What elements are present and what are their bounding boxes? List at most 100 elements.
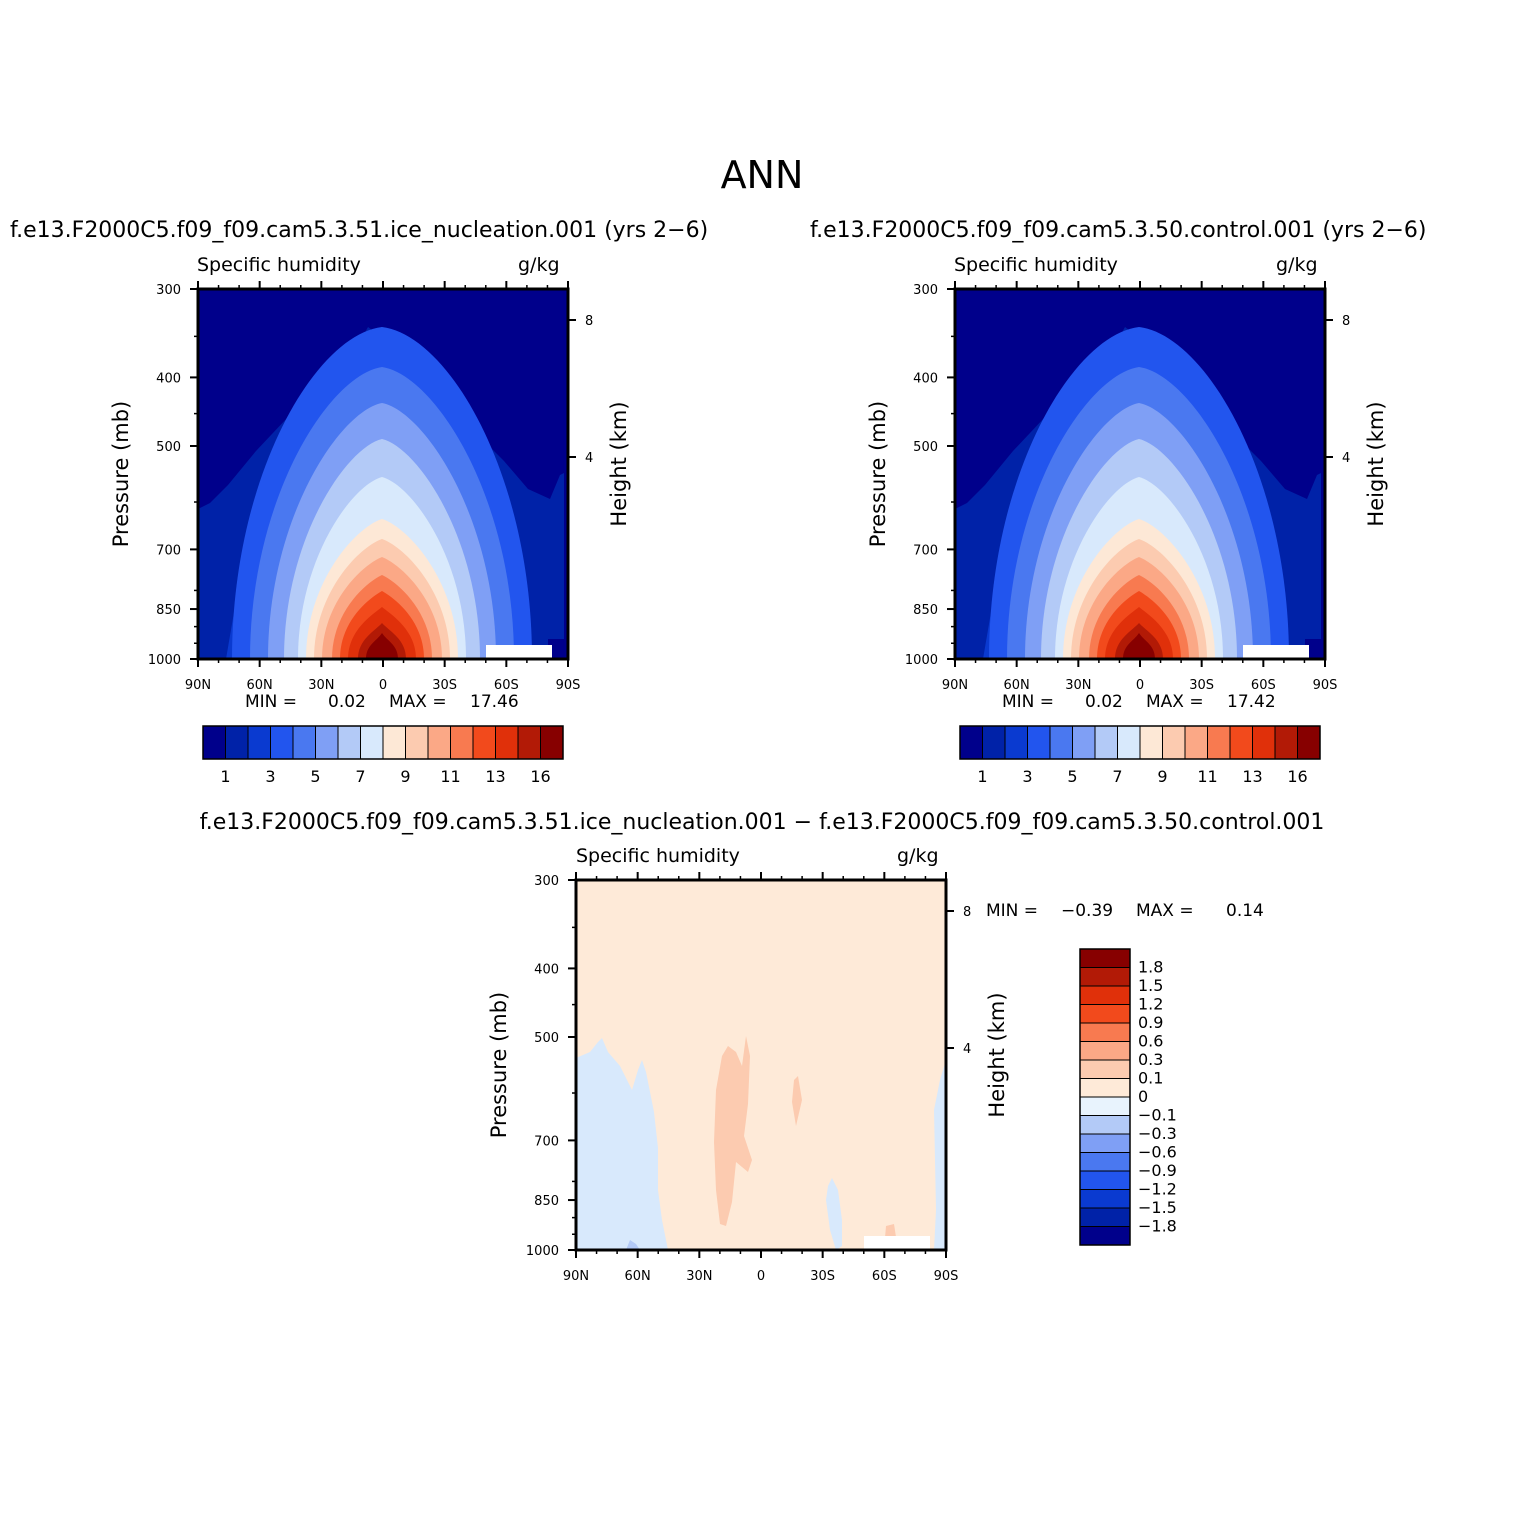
lat-tick-label: 90N xyxy=(942,678,968,693)
left-units-label: g/kg xyxy=(518,254,560,276)
right-units-label: g/kg xyxy=(1276,254,1318,276)
pressure-tick-label: 1000 xyxy=(526,1244,559,1259)
height-tick-label: 8 xyxy=(1342,314,1350,329)
colorbar-cell xyxy=(225,725,249,760)
pressure-axis-title: Pressure (mb) xyxy=(109,401,133,548)
missing-data-patch xyxy=(486,645,552,659)
pressure-tick-label: 400 xyxy=(913,371,938,386)
colorbar-label: 1.8 xyxy=(1138,958,1163,977)
colorbar-cell xyxy=(247,725,271,760)
colorbar-cell xyxy=(1027,725,1051,760)
height-tick-label: 8 xyxy=(585,314,593,329)
colorbar-cell xyxy=(1079,1041,1131,1061)
colorbar-cell xyxy=(450,725,474,760)
colorbar-label: 11 xyxy=(1197,767,1217,786)
colorbar-label: −0.1 xyxy=(1138,1106,1177,1125)
colorbar-cell xyxy=(1162,725,1186,760)
contour-band-15 xyxy=(1123,633,1155,659)
diff-min-label: MIN = xyxy=(986,901,1039,921)
lat-tick-label: 60N xyxy=(625,1269,651,1284)
pressure-tick-label: 400 xyxy=(156,371,181,386)
colorbar-cell xyxy=(517,725,541,760)
colorbar-cell xyxy=(540,725,564,760)
colorbar-cell xyxy=(1072,725,1096,760)
diff-variable-label: Specific humidity xyxy=(576,845,740,867)
diff-humidity-plot: 300 400 500 700 850 1000 8 4 90N 60N 30N 0 30S 60S 90S… xyxy=(487,872,1009,1284)
pressure-axis-title: Pressure (mb) xyxy=(487,992,511,1139)
colorbar-cell xyxy=(315,725,339,760)
lat-tick-label: 0 xyxy=(379,678,387,693)
height-tick-label: 4 xyxy=(1342,451,1350,466)
colorbar-cell xyxy=(1274,725,1298,760)
right-max-label: MAX = xyxy=(1146,692,1204,712)
colorbar-label: 16 xyxy=(1287,767,1307,786)
diff-run-title: f.e13.F2000C5.f09_f09.cam5.3.51.ice_nucl… xyxy=(199,810,1325,835)
colorbar-label: 3 xyxy=(265,767,275,786)
axis-ticks: 300 400 500 700 850 1000 8 4 90N 60N 30N 0 30S 60S 90S… xyxy=(866,281,1388,693)
lat-tick-label: 90S xyxy=(1313,678,1338,693)
pressure-tick-label: 850 xyxy=(156,603,181,618)
lat-tick-label: 90S xyxy=(556,678,581,693)
colorbar-cell xyxy=(1079,1022,1131,1042)
colorbar-label: −0.9 xyxy=(1138,1161,1177,1180)
left-run-title: f.e13.F2000C5.f09_f09.cam5.3.51.ice_nucl… xyxy=(10,218,709,243)
lat-tick-label: 30S xyxy=(1189,678,1214,693)
lat-tick-label: 90N xyxy=(563,1269,589,1284)
lat-tick-label: 30S xyxy=(432,678,457,693)
colorbar-cell xyxy=(959,725,983,760)
colorbar-label: −1.5 xyxy=(1138,1198,1177,1217)
colorbar-label: 0.1 xyxy=(1138,1069,1163,1088)
colorbar-label: 1.2 xyxy=(1138,995,1163,1014)
diff-units-label: g/kg xyxy=(897,845,939,867)
colorbar-cell xyxy=(270,725,294,760)
height-axis-title: Height (km) xyxy=(607,401,631,526)
lat-tick-label: 90N xyxy=(185,678,211,693)
colorbar-cell xyxy=(1184,725,1208,760)
colorbar-label: 9 xyxy=(1157,767,1167,786)
left-humidity-plot: 300 400 500 700 850 1000 8 4 90N 60N 30N 0 30S 60S 90S… xyxy=(109,281,631,693)
colorbar-cell xyxy=(1079,1133,1131,1153)
right-humidity-plot: 300 400 500 700 850 1000 8 4 90N 60N 30N 0 30S 60S 90S… xyxy=(866,281,1388,693)
colorbar-cell xyxy=(405,725,429,760)
colorbar-label: 3 xyxy=(1022,767,1032,786)
left-min-label: MIN = xyxy=(245,692,298,712)
colorbar-frame xyxy=(959,725,1321,760)
contour-band-15 xyxy=(366,633,398,659)
colorbar-label: 13 xyxy=(1242,767,1262,786)
lat-tick-label: 60N xyxy=(247,678,273,693)
left-max-value: 17.46 xyxy=(470,692,519,712)
colorbar-cell xyxy=(1079,1096,1131,1116)
colorbar-cell xyxy=(1297,725,1321,760)
colorbar-label: 0.9 xyxy=(1138,1013,1163,1032)
left-colorbar: 1 3 5 7 9 11 13 16 xyxy=(202,725,564,786)
colorbar-label: 13 xyxy=(485,767,505,786)
colorbar-cell xyxy=(1094,725,1118,760)
colorbar-label: 0.3 xyxy=(1138,1050,1163,1069)
right-min-value: 0.02 xyxy=(1085,692,1123,712)
diff-max-value: 0.14 xyxy=(1226,901,1264,921)
contour-fill xyxy=(198,289,568,659)
colorbar-cell xyxy=(1117,725,1141,760)
pressure-tick-label: 1000 xyxy=(905,653,938,668)
colorbar-cell xyxy=(1049,725,1073,760)
colorbar-label: −0.3 xyxy=(1138,1124,1177,1143)
pressure-tick-label: 300 xyxy=(534,874,559,889)
right-colorbar: 1 3 5 7 9 11 13 16 xyxy=(959,725,1321,786)
colorbar-cell xyxy=(1079,1226,1131,1246)
pressure-tick-label: 400 xyxy=(534,962,559,977)
colorbar-cell xyxy=(982,725,1006,760)
colorbar-label: 1 xyxy=(220,767,230,786)
lat-tick-label: 60S xyxy=(872,1269,897,1284)
pressure-tick-label: 850 xyxy=(534,1194,559,1209)
colorbar-label: 9 xyxy=(400,767,410,786)
right-max-value: 17.42 xyxy=(1227,692,1276,712)
right-run-title: f.e13.F2000C5.f09_f09.cam5.3.50.control.… xyxy=(810,218,1427,243)
colorbar-cell xyxy=(1079,967,1131,987)
pressure-tick-label: 300 xyxy=(156,283,181,298)
lat-tick-label: 0 xyxy=(757,1269,765,1284)
colorbar-label: 1 xyxy=(977,767,987,786)
missing-data-patch xyxy=(864,1236,930,1250)
colorbar-label: 7 xyxy=(355,767,365,786)
lat-tick-label: 60S xyxy=(494,678,519,693)
colorbar-label: 0 xyxy=(1138,1087,1148,1106)
